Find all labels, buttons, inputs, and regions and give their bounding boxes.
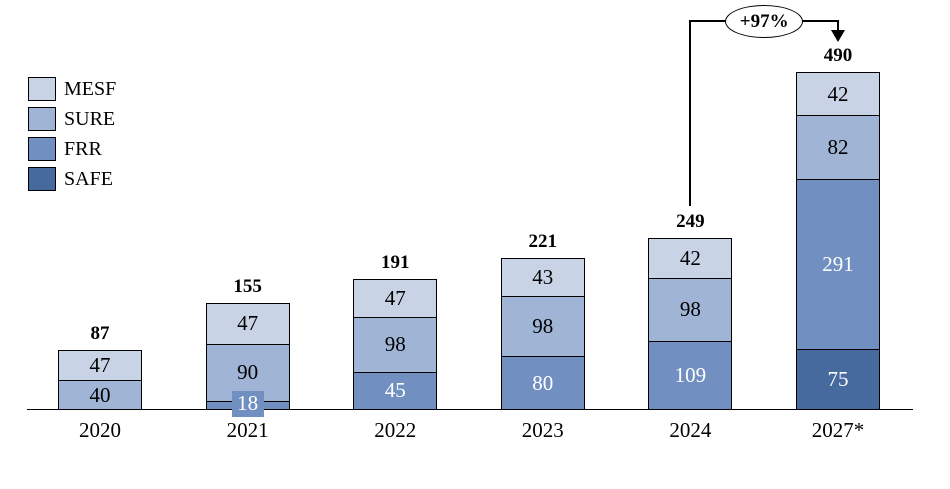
total-label: 87 bbox=[90, 322, 110, 344]
segment-mesf-2023: 43 bbox=[501, 258, 584, 297]
segment-mesf-2021: 47 bbox=[206, 304, 289, 344]
segment-value: 42 bbox=[679, 246, 701, 271]
x-axis-label: 2020 bbox=[79, 418, 121, 442]
total-label: 221 bbox=[528, 230, 558, 252]
segment-sure-2023: 98 bbox=[501, 296, 584, 357]
legend-item-frr: FRR bbox=[28, 134, 116, 164]
segment-sure-2027*: 82 bbox=[797, 115, 879, 179]
segment-mesf-2027*: 42 bbox=[797, 72, 879, 116]
legend-label: MESF bbox=[64, 78, 117, 100]
segment-value: 98 bbox=[679, 297, 701, 322]
annotation-vertical-line bbox=[689, 21, 692, 207]
bar-2023: 43 98 80 bbox=[500, 257, 585, 410]
total-label: 155 bbox=[233, 276, 262, 298]
segment-value: 43 bbox=[532, 264, 554, 289]
legend-label: FRR bbox=[64, 138, 102, 160]
segment-mesf-2020: 47 bbox=[59, 350, 141, 381]
annotation-arrow-shaft bbox=[837, 20, 839, 31]
segment-value: 98 bbox=[384, 332, 406, 357]
segment-value: 40 bbox=[89, 382, 111, 407]
segment-sure-2024: 98 bbox=[649, 277, 732, 342]
arrow-down-icon bbox=[831, 30, 845, 42]
growth-label: +97% bbox=[739, 11, 789, 32]
total-label: 249 bbox=[676, 211, 705, 233]
segment-value: 47 bbox=[237, 311, 259, 336]
x-axis-line bbox=[27, 408, 913, 411]
segment-value: 47 bbox=[89, 353, 111, 378]
total-label: 490 bbox=[823, 44, 853, 66]
sure-swatch-icon bbox=[28, 107, 56, 131]
segment-sure-2022: 98 bbox=[354, 316, 437, 372]
segment-value: 45 bbox=[384, 378, 406, 403]
segment-value: 47 bbox=[384, 285, 406, 310]
legend-item-sure: SURE bbox=[28, 104, 116, 134]
legend-item-mesf: MESF bbox=[28, 74, 116, 104]
bar-2024: 42 98 109 bbox=[648, 238, 733, 410]
segment-safe-2027*: 75 bbox=[797, 348, 879, 409]
bar-2027*: 42 82 291 75 bbox=[796, 71, 880, 410]
safe-swatch-icon bbox=[28, 167, 56, 191]
growth-ellipse: +97% bbox=[725, 5, 804, 38]
legend-label: SAFE bbox=[64, 168, 113, 190]
segment-value: 82 bbox=[827, 135, 849, 160]
x-axis-label: 2021 bbox=[226, 418, 269, 442]
total-label: 191 bbox=[380, 251, 410, 273]
segment-sure-2020: 40 bbox=[59, 380, 141, 409]
x-axis-label: 2024 bbox=[669, 418, 712, 442]
mesf-swatch-icon bbox=[28, 77, 56, 101]
segment-frr-2022: 45 bbox=[354, 371, 437, 409]
x-axis-label: 2022 bbox=[374, 418, 417, 442]
bar-2020: 47 40 bbox=[58, 349, 142, 410]
segment-value: 42 bbox=[827, 81, 849, 106]
segment-frr-2024: 109 bbox=[649, 341, 732, 409]
segment-value: 98 bbox=[532, 314, 554, 339]
frr-swatch-icon bbox=[28, 137, 56, 161]
x-axis-label: 2027* bbox=[811, 418, 865, 442]
segment-value: 109 bbox=[674, 363, 707, 388]
bar-2021: 47 90 bbox=[205, 303, 290, 410]
segment-value: 291 bbox=[822, 251, 854, 276]
legend-label: SURE bbox=[64, 108, 116, 130]
legend: MESF SURE FRR SAFE bbox=[28, 74, 116, 194]
bar-2022: 47 98 45 bbox=[353, 278, 438, 410]
segment-mesf-2024: 42 bbox=[649, 239, 732, 278]
segment-frr-2023: 80 bbox=[501, 356, 584, 409]
legend-item-safe: SAFE bbox=[28, 164, 116, 194]
segment-frr-2027*: 291 bbox=[797, 178, 879, 349]
x-axis-label: 2023 bbox=[521, 418, 564, 442]
segment-value: 18 bbox=[231, 390, 264, 417]
segment-value: 80 bbox=[532, 370, 554, 395]
segment-mesf-2022: 47 bbox=[354, 279, 437, 317]
segment-value: 75 bbox=[827, 366, 849, 391]
segment-value: 90 bbox=[237, 360, 259, 385]
segment-sure-2021: 90 bbox=[206, 343, 289, 401]
